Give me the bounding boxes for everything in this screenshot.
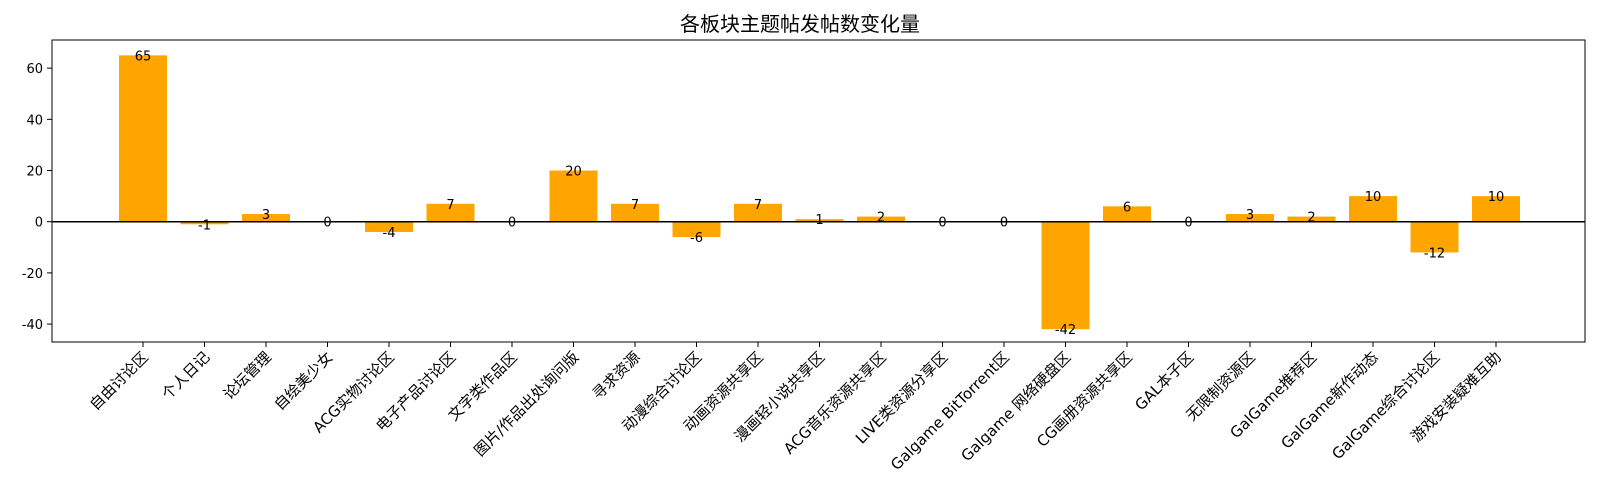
- bar: [1103, 206, 1151, 222]
- x-tick-label: GAL本子区: [1131, 348, 1197, 414]
- bar: [857, 216, 905, 222]
- data-label: 0: [1184, 216, 1192, 231]
- x-tick-label: 自绘美少女: [271, 348, 337, 414]
- data-label: -6: [690, 231, 703, 246]
- x-tick-label: GalGame综合讨论区: [1328, 348, 1443, 463]
- data-label: -4: [383, 226, 396, 241]
- data-label: 10: [1365, 190, 1382, 205]
- bar: [1287, 216, 1336, 222]
- bar: [119, 55, 167, 222]
- bar: [1472, 196, 1520, 222]
- x-tick-label: 寻求资源: [589, 348, 644, 403]
- y-tick-label: 0: [35, 216, 43, 231]
- bar: [1041, 221, 1090, 330]
- bar: [611, 203, 659, 222]
- x-tick-label: 自由讨论区: [86, 348, 152, 414]
- data-label: 7: [446, 198, 454, 213]
- data-label: -12: [1424, 246, 1445, 261]
- data-label: 10: [1488, 190, 1505, 205]
- data-label: 1: [815, 213, 823, 228]
- bar: [672, 221, 721, 238]
- data-label: 0: [508, 216, 516, 231]
- bar: [734, 203, 782, 222]
- bar: [795, 219, 844, 222]
- bar: [426, 203, 475, 222]
- bar: [1349, 196, 1397, 222]
- data-label: 2: [1307, 211, 1315, 226]
- data-label: -42: [1055, 323, 1076, 338]
- bar: [242, 214, 290, 222]
- y-tick-label: 60: [26, 62, 43, 77]
- data-label: 0: [1000, 216, 1008, 231]
- bar: [1226, 214, 1274, 222]
- bar: [365, 221, 413, 232]
- data-label: 65: [135, 49, 152, 64]
- chart-title: 各板块主题帖发帖数变化量: [680, 12, 920, 36]
- x-tick-label: 图片/作品出处询问版: [471, 348, 583, 460]
- x-tick-label: 个人日记: [158, 348, 213, 403]
- bar: [549, 170, 598, 222]
- bar: [1410, 221, 1459, 253]
- data-label: 3: [1246, 208, 1254, 223]
- x-tick-label: Galgame 网络硬盘区: [957, 348, 1074, 465]
- bar: [180, 221, 229, 225]
- data-label: 0: [323, 216, 331, 231]
- y-tick-label: -20: [22, 267, 43, 282]
- data-label: 6: [1123, 200, 1131, 215]
- data-label: 20: [565, 165, 582, 180]
- data-label: -1: [198, 218, 211, 233]
- data-label: 3: [262, 208, 270, 223]
- y-tick-label: 20: [26, 165, 43, 180]
- x-tick-label: Galgame BitTorrent区: [887, 348, 1013, 474]
- data-label: 7: [754, 198, 762, 213]
- data-label: 0: [938, 216, 946, 231]
- y-tick-label: 40: [26, 113, 43, 128]
- y-tick-label: -40: [22, 318, 43, 333]
- data-label: 7: [631, 198, 639, 213]
- x-tick-label: ACG音乐资源共享区: [780, 348, 890, 458]
- data-label: 2: [877, 211, 885, 226]
- x-tick-label: 论坛管理: [220, 348, 275, 403]
- plot-frame: [51, 39, 1586, 343]
